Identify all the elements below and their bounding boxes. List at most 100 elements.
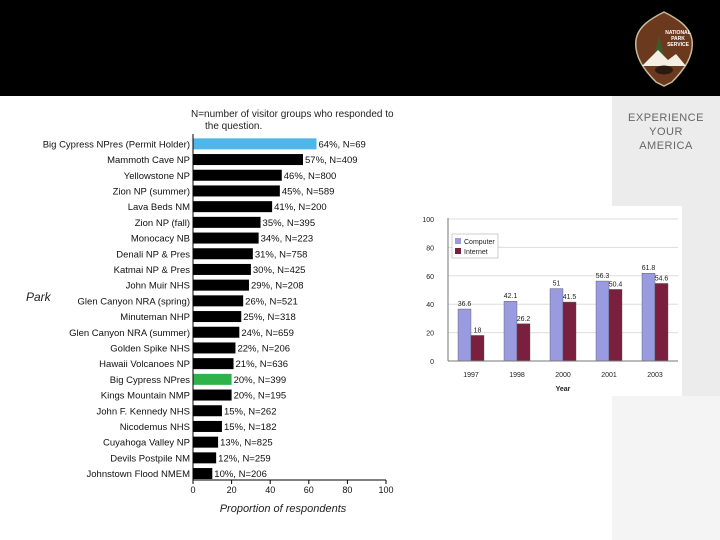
bar-category-label: Minuteman NHP — [120, 312, 190, 323]
bar-category-label: Mammoth Cave NP — [107, 155, 190, 166]
x-tick-label: 40 — [265, 485, 275, 495]
bar — [193, 154, 304, 166]
inset-y-tick-label: 60 — [426, 274, 434, 281]
bar-value-label: 31%, N=758 — [255, 249, 308, 260]
bar — [193, 468, 213, 480]
inset-legend-swatch — [455, 248, 461, 254]
bar — [193, 216, 261, 228]
inset-bar-internet — [516, 323, 531, 362]
park-proportion-chart: N=number of visitor groups who responded… — [43, 109, 394, 515]
bar-value-label: 35%, N=395 — [263, 218, 316, 229]
bar-value-label: 21%, N=636 — [236, 359, 289, 370]
inset-y-tick-label: 80 — [426, 245, 434, 252]
bar — [193, 358, 234, 370]
inset-bar-value-label: 50.4 — [609, 281, 623, 288]
inset-legend-label: Internet — [464, 249, 488, 256]
bar — [193, 232, 259, 244]
inset-bar-computer — [457, 308, 472, 362]
bar — [193, 263, 251, 275]
tagline-line-2: YOUR — [649, 126, 683, 138]
bar — [193, 342, 236, 354]
bar-category-label: Glen Canyon NRA (summer) — [69, 328, 190, 339]
bar — [193, 295, 244, 307]
bar-value-label: 45%, N=589 — [282, 186, 335, 197]
bar — [193, 373, 232, 385]
inset-bar-value-label: 61.8 — [642, 265, 656, 272]
inset-bar-value-label: 26.2 — [517, 316, 531, 323]
x-tick-label: 0 — [190, 485, 195, 495]
inset-x-tick-label: 1998 — [509, 372, 525, 379]
bar-category-label: Katmai NP & Pres — [114, 265, 191, 276]
inset-bar-value-label: 54.6 — [655, 275, 669, 282]
bar-value-label: 10%, N=206 — [214, 469, 267, 480]
y-axis-title: Park — [26, 290, 51, 304]
bar-value-label: 13%, N=825 — [220, 438, 273, 449]
inset-bar-value-label: 36.6 — [458, 301, 472, 308]
bar-category-label: John F. Kennedy NHS — [97, 406, 190, 417]
bar-value-label: 22%, N=206 — [237, 343, 290, 354]
inset-bar-computer — [641, 273, 656, 362]
arrowhead-shape — [635, 11, 693, 87]
nps-arrowhead-logo: NATIONAL PARK SERVICE — [635, 11, 693, 87]
inset-bar-computer — [503, 301, 518, 362]
sequoia-tree-icon — [654, 36, 664, 56]
bar — [193, 420, 222, 432]
bar — [193, 452, 217, 464]
inset-chart-panel: 0 20 40 60 80 100 36.6 18 1997 42.1 26.2 1998 51 41.… — [412, 206, 682, 396]
bar — [193, 405, 222, 417]
bar-category-label: Nicodemus NHS — [120, 422, 190, 433]
bar — [193, 169, 282, 181]
inset-bar-value-label: 42.1 — [504, 293, 518, 300]
bar-value-label: 20%, N=195 — [234, 391, 287, 402]
inset-bar-value-label: 41.5 — [563, 294, 577, 301]
x-tick-label: 60 — [304, 485, 314, 495]
bar-value-label: 29%, N=208 — [251, 281, 304, 292]
bar-category-label: Lava Beds NM — [128, 202, 190, 213]
logo-line-1: NATIONAL — [665, 30, 690, 36]
bar-category-label: Johnstown Flood NMEM — [87, 469, 191, 480]
inset-bar-internet — [470, 335, 485, 362]
bar-category-label: Monocacy NB — [131, 234, 190, 245]
bar-value-label: 12%, N=259 — [218, 453, 271, 464]
inset-x-tick-label: 1997 — [463, 372, 479, 379]
bar-category-label: Devils Postpile NM — [110, 453, 190, 464]
bar-category-label: Zion NP (summer) — [113, 186, 190, 197]
bar-category-label: Golden Spike NHS — [110, 343, 190, 354]
bar-value-label: 26%, N=521 — [245, 296, 298, 307]
inset-legend-label: Computer — [464, 239, 495, 246]
bar — [193, 185, 280, 197]
inset-bar-internet — [608, 289, 623, 362]
inset-x-tick-label: 2003 — [647, 372, 663, 379]
computer-internet-chart: 0 20 40 60 80 100 36.6 18 1997 42.1 26.2 1998 5141.… — [422, 217, 678, 393]
chart-note-line-1: N=number of visitor groups who responded… — [191, 109, 394, 120]
chart-note-line-2: the question. — [205, 121, 262, 132]
bar-category-label: Hawaii Volcanoes NP — [99, 359, 190, 370]
x-tick-label: 80 — [342, 485, 352, 495]
tagline-line-1: EXPERIENCE — [628, 112, 704, 124]
inset-y-tick-label: 40 — [426, 302, 434, 309]
inset-bar-internet — [654, 283, 669, 362]
header-bar — [0, 0, 720, 96]
logo-line-2: PARK — [671, 36, 685, 42]
mountain-icon — [642, 50, 686, 66]
bison-icon — [655, 65, 673, 75]
bar-value-label: 46%, N=800 — [284, 171, 337, 182]
bar-value-label: 30%, N=425 — [253, 265, 306, 276]
bar-value-label: 64%, N=69 — [319, 139, 366, 150]
inset-y-tick-label: 100 — [422, 217, 434, 224]
bar-value-label: 57%, N=409 — [305, 155, 358, 166]
logo-line-3: SERVICE — [667, 42, 690, 48]
inset-x-axis-title: Year — [556, 386, 571, 393]
bar-category-label: Denali NP & Pres — [116, 249, 190, 260]
bar-value-label: 24%, N=659 — [241, 328, 294, 339]
bar-category-label: Kings Mountain NMP — [101, 391, 190, 402]
bar-value-label: 15%, N=182 — [224, 422, 277, 433]
inset-legend-swatch — [455, 238, 461, 244]
inset-x-tick-label: 2001 — [601, 372, 617, 379]
x-axis-title: Proportion of respondents — [220, 503, 347, 515]
tagline-line-3: AMERICA — [639, 140, 693, 152]
bar-category-label: Yellowstone NP — [124, 171, 190, 182]
bar-value-label: 25%, N=318 — [243, 312, 296, 323]
bar — [193, 248, 253, 260]
bar — [193, 138, 317, 150]
